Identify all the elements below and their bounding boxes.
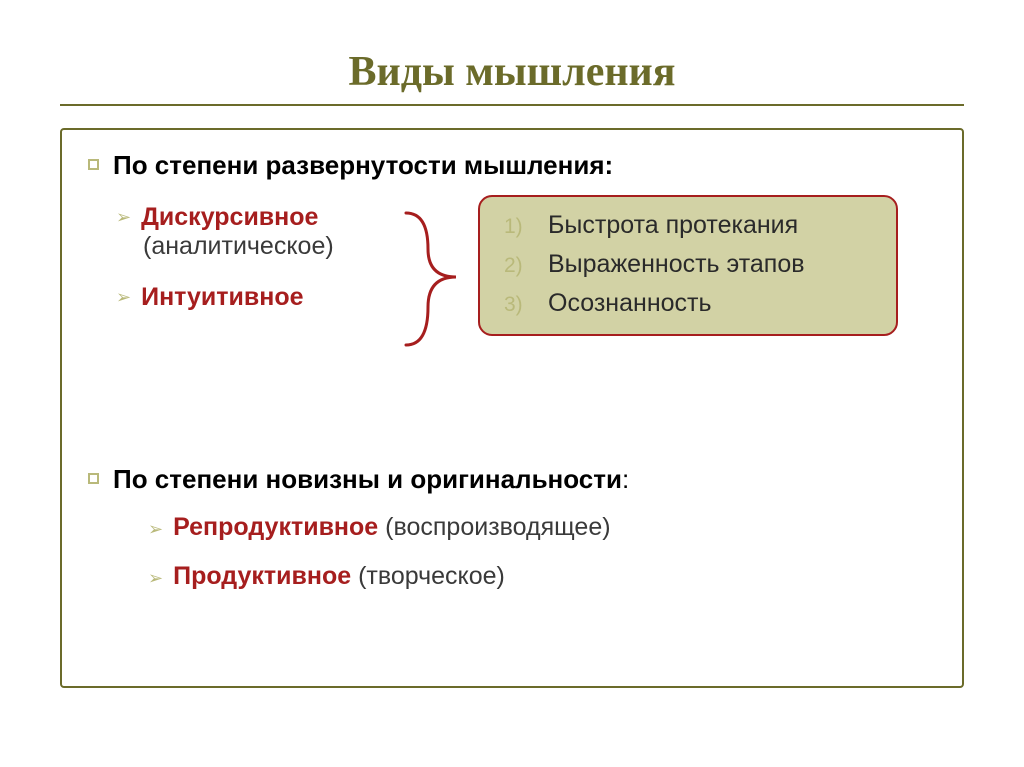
section1-row: По степени развернутости мышления: <box>88 150 936 181</box>
slide-title: Виды мышления <box>60 48 964 96</box>
item-main: Репродуктивное <box>173 513 378 541</box>
section1-heading: По степени развернутости мышления: <box>113 150 613 181</box>
types-list: ➢ Дискурсивное (аналитическое) ➢ Интуити… <box>116 203 334 336</box>
arrow-bullet-icon: ➢ <box>116 208 131 226</box>
type-sub: (аналитическое) <box>143 232 334 261</box>
list-item: ➢ Продуктивное (творческое) <box>148 562 936 591</box>
item-main: Продуктивное <box>173 562 351 590</box>
section2-list: ➢ Репродуктивное (воспроизводящее) ➢ Про… <box>148 513 936 591</box>
bracket-connector <box>398 199 468 359</box>
spacer <box>88 386 936 464</box>
criteria-text: Быстрота протекания <box>548 211 798 240</box>
list-item: ➢ Репродуктивное (воспроизводящее) <box>148 513 936 542</box>
criteria-box: 1) Быстрота протекания 2) Выраженность э… <box>478 195 898 336</box>
title-underline <box>60 104 964 106</box>
arrow-bullet-icon: ➢ <box>148 520 163 538</box>
item-paren: (творческое) <box>351 562 505 590</box>
criteria-item: 2) Выраженность этапов <box>504 250 876 279</box>
section2-row: По степени новизны и оригинальности: <box>88 464 936 495</box>
criteria-text: Выраженность этапов <box>548 250 805 279</box>
arrow-bullet-icon: ➢ <box>116 288 131 306</box>
ord-num: 1) <box>504 215 532 239</box>
content-box: По степени развернутости мышления: ➢ Дис… <box>60 128 964 688</box>
type-item: ➢ Дискурсивное <box>116 203 334 232</box>
section2-colon: : <box>622 464 629 494</box>
criteria-text: Осознанность <box>548 289 712 318</box>
criteria-item: 1) Быстрота протекания <box>504 211 876 240</box>
type-main: Дискурсивное <box>141 203 318 232</box>
criteria-item: 3) Осознанность <box>504 289 876 318</box>
ord-num: 3) <box>504 293 532 317</box>
section2-heading-text: По степени новизны и оригинальности <box>113 464 622 494</box>
ord-num: 2) <box>504 254 532 278</box>
section1-body: ➢ Дискурсивное (аналитическое) ➢ Интуити… <box>88 191 936 386</box>
section2-heading: По степени новизны и оригинальности: <box>113 464 629 495</box>
slide: Виды мышления По степени развернутости м… <box>0 0 1024 767</box>
square-bullet-icon <box>88 159 99 170</box>
type-item: ➢ Интуитивное <box>116 283 334 312</box>
square-bullet-icon <box>88 473 99 484</box>
arrow-bullet-icon: ➢ <box>148 569 163 587</box>
item-paren: (воспроизводящее) <box>378 513 610 541</box>
type-main: Интуитивное <box>141 283 303 312</box>
